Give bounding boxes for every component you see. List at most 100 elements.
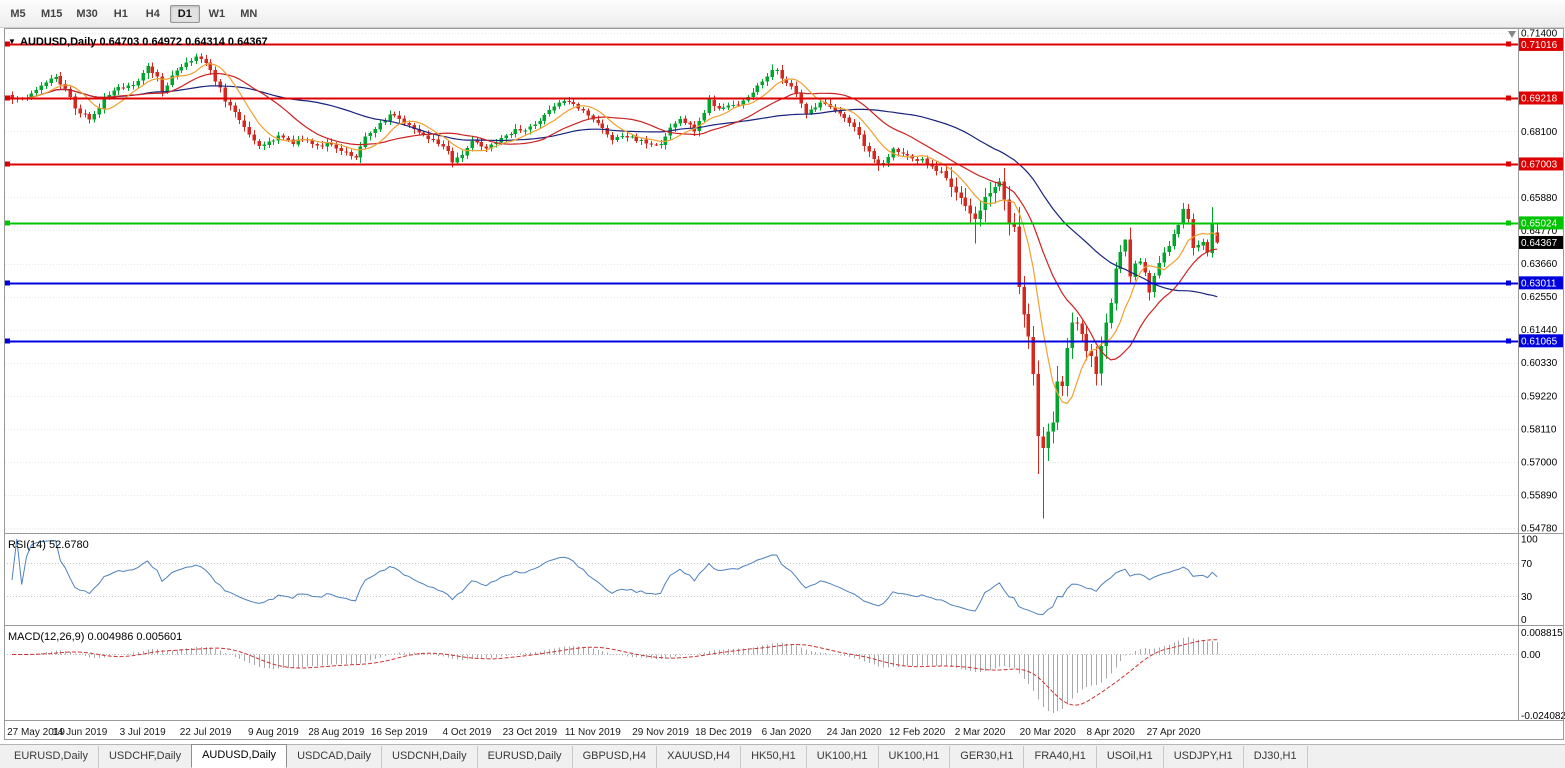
resistance-price-label (1519, 37, 1563, 51)
rsi-panel: RSI(14) 52.6780 100 70 30 0 (4, 535, 1538, 626)
timeframe-button-mn[interactable]: MN (240, 7, 258, 20)
symbol-tab-gbpusd-h4[interactable]: GBPUSD,H4 (573, 746, 658, 768)
resistance-price-label (1519, 157, 1563, 171)
price-axis: 0.71400 0.68100 0.65880 0.64770 0.63660 0.625… (1519, 29, 1563, 535)
date-tick-label: 23 Oct 2019 (503, 727, 558, 738)
rsi-line (11, 538, 1218, 616)
date-tick-label: 8 Apr 2020 (1086, 727, 1135, 738)
svg-text:0.64367: 0.64367 (1521, 238, 1558, 249)
symbol-tab-eurusd-daily[interactable]: EURUSD,Daily (4, 746, 99, 768)
symbol-tab-usdjpy-h1[interactable]: USDJPY,H1 (1164, 746, 1244, 768)
candlestick-series (10, 53, 1219, 519)
resistance-price-label (1519, 91, 1563, 105)
symbol-tab-hk50-h1[interactable]: HK50,H1 (741, 746, 807, 768)
date-tick-label: 24 Jan 2020 (827, 727, 882, 738)
symbol-tab-dj30-h1[interactable]: DJ30,H1 (1244, 746, 1308, 768)
macd-signal-line (12, 639, 1218, 706)
macd-label: MACD(12,26,9) 0.004986 0.005601 (8, 631, 182, 643)
price-tick-label: 0.55890 (1521, 490, 1558, 501)
price-tick-label: 0.61440 (1521, 325, 1558, 336)
macd-histogram (17, 636, 1218, 713)
price-tick-label: 0.71400 (1521, 29, 1558, 40)
timeframe-button-m5[interactable]: M5 (10, 7, 26, 20)
resistance-line-handle[interactable] (1506, 161, 1511, 167)
date-tick-label: 22 Jul 2019 (180, 727, 232, 738)
price-tick-label: 0.62550 (1521, 292, 1558, 303)
symbol-tab-ger30-h1[interactable]: GER30,H1 (950, 746, 1025, 768)
symbol-tab-uk100-h1[interactable]: UK100,H1 (879, 746, 951, 768)
symbol-tab-usdcad-daily[interactable]: USDCAD,Daily (287, 746, 383, 768)
chart-canvas[interactable]: 0.71400 0.68100 0.65880 0.64770 0.63660 0.625… (0, 28, 1565, 744)
support-line-handle[interactable] (5, 338, 10, 344)
timeframe-button-d1[interactable]: D1 (169, 4, 200, 23)
svg-text:0.67003: 0.67003 (1521, 159, 1558, 170)
support-price-label (1519, 216, 1563, 230)
chart-shift-marker[interactable] (1508, 31, 1516, 38)
resistance-line-handle[interactable] (5, 41, 10, 47)
date-tick-label: 14 Jun 2019 (52, 727, 107, 738)
price-tick-label: 0.60330 (1521, 358, 1558, 369)
price-tick-label: 0.57000 (1521, 457, 1558, 468)
chart-frame (4, 28, 1564, 740)
rsi-tick-label: 0 (1521, 615, 1527, 626)
macd-panel: MACD(12,26,9) 0.004986 0.005601 0.008815 0… (4, 628, 1565, 722)
ma-line-8 (11, 63, 1218, 405)
support-line-handle[interactable] (5, 220, 10, 226)
date-tick-label: 18 Dec 2019 (695, 727, 752, 738)
chart-title: AUDUSD,Daily 0.64703 0.64972 0.64314 0.6… (20, 36, 268, 48)
ma-line-45 (11, 85, 1218, 298)
timeframe-button-h1[interactable]: H1 (113, 7, 128, 20)
svg-text:0.61065: 0.61065 (1521, 336, 1558, 347)
price-tick-label: 0.58110 (1521, 424, 1557, 435)
symbol-tab-usdcnh-daily[interactable]: USDCNH,Daily (382, 746, 478, 768)
support-line-handle[interactable] (1506, 280, 1511, 286)
macd-tick-label: 0.00 (1521, 650, 1541, 661)
price-tick-label: 0.65880 (1521, 193, 1558, 204)
date-tick-label: 4 Oct 2019 (442, 727, 491, 738)
date-tick-label: 6 Jan 2020 (762, 727, 812, 738)
date-tick-label: 2 Mar 2020 (955, 727, 1006, 738)
date-tick-label: 20 Mar 2020 (1020, 727, 1077, 738)
support-line-handle[interactable] (5, 280, 10, 286)
timeframe-button-m30[interactable]: M30 (76, 7, 98, 20)
timeframe-button-m15[interactable]: M15 (41, 7, 63, 20)
date-tick-label: 16 Sep 2019 (371, 727, 428, 738)
symbol-tab-xauusd-h4[interactable]: XAUUSD,H4 (657, 746, 742, 768)
resistance-line-handle[interactable] (5, 161, 10, 167)
rsi-tick-label: 100 (1521, 535, 1538, 546)
rsi-tick-label: 70 (1521, 559, 1533, 570)
resistance-line-handle[interactable] (5, 95, 10, 101)
symbol-tab-eurusd-daily[interactable]: EURUSD,Daily (478, 746, 573, 768)
chart-tab-bar: EURUSD,Daily USDCHF,Daily AUDUSD,Daily USDC… (0, 744, 1565, 768)
current-price-label (1519, 235, 1563, 249)
timeframe-button-h4[interactable]: H4 (145, 7, 160, 20)
support-line-handle[interactable] (1506, 220, 1511, 226)
price-tick-label: 0.59220 (1521, 391, 1558, 402)
date-tick-label: 29 Nov 2019 (632, 727, 689, 738)
support-line-handle[interactable] (1506, 338, 1511, 344)
symbol-tab-uk100-h1[interactable]: UK100,H1 (807, 746, 879, 768)
resistance-line-handle[interactable] (1506, 95, 1511, 101)
date-tick-label: 27 May 2019 (7, 727, 65, 738)
symbol-tab-usdchf-daily[interactable]: USDCHF,Daily (99, 746, 193, 768)
symbol-tab-usoil-h1[interactable]: USOil,H1 (1097, 746, 1164, 768)
price-gridlines (5, 33, 1518, 529)
svg-text:0.71016: 0.71016 (1521, 40, 1558, 51)
rsi-tick-label: 30 (1521, 592, 1533, 603)
date-tick-label: 27 Apr 2020 (1147, 727, 1201, 738)
symbols-dropdown-icon[interactable]: ▼ (8, 37, 16, 46)
timeframe-button-w1[interactable]: W1 (208, 7, 226, 20)
price-tick-label: 0.64770 (1521, 226, 1558, 237)
timeframe-toolbar: M5 M15 M30 H1 H4 D1 W1 MN (0, 0, 1565, 28)
resistance-line-handle[interactable] (1506, 41, 1511, 47)
price-tick-label: 0.54780 (1521, 524, 1558, 535)
macd-tick-label: -0.024082 (1521, 711, 1565, 722)
symbol-tab-fra40-h1[interactable]: FRA40,H1 (1024, 746, 1097, 768)
svg-text:0.63011: 0.63011 (1521, 278, 1557, 289)
horizontal-lines (4, 41, 1518, 344)
symbol-tab-audusd-daily[interactable]: AUDUSD,Daily (191, 744, 288, 768)
svg-text:0.65024: 0.65024 (1521, 218, 1558, 229)
date-tick-label: 11 Nov 2019 (565, 727, 621, 738)
